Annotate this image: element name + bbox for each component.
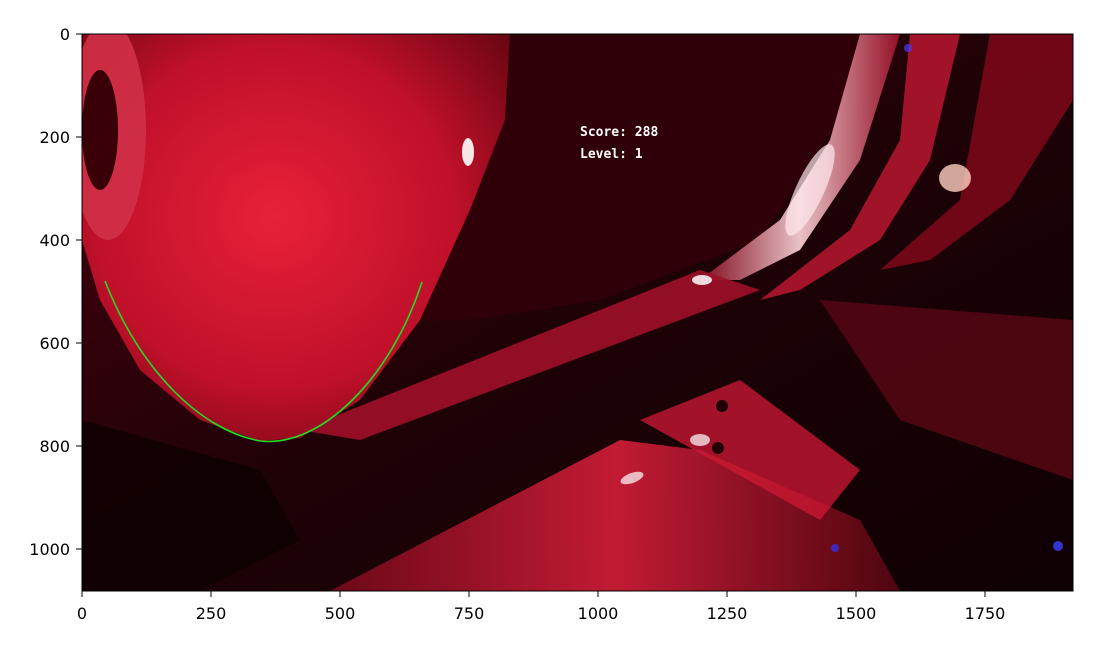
y-axis: 0 200 400 600 800 1000: [29, 25, 82, 559]
blue-light-2: [831, 544, 839, 552]
x-tick-label: 1750: [965, 604, 1006, 623]
level-display: Level: 1: [580, 147, 643, 162]
left-ring-hole: [82, 70, 118, 190]
screw-2: [712, 442, 724, 454]
x-tick-label: 1000: [578, 604, 619, 623]
y-tick-label: 0: [60, 25, 70, 44]
y-tick-label: 1000: [29, 540, 70, 559]
blue-light-1: [1053, 541, 1063, 551]
highlight-4: [939, 164, 971, 192]
highlight-5: [620, 471, 644, 485]
ribbon-3: [880, 34, 1073, 270]
game-scene: Score: 288 Level: 1: [82, 34, 1073, 591]
blue-light-3: [904, 44, 912, 52]
y-tick-label: 600: [39, 334, 70, 353]
y-tick-label: 200: [39, 128, 70, 147]
highlight-2: [785, 144, 835, 236]
y-tick-label: 800: [39, 437, 70, 456]
highlight-6: [690, 434, 710, 446]
diagonal-tube: [300, 270, 760, 440]
x-tick-label: 750: [454, 604, 485, 623]
x-axis: 0 250 500 750 1000 1250 1500 1750: [77, 591, 1005, 623]
lower-tube-2: [640, 380, 860, 520]
ribbon-2: [760, 34, 960, 300]
x-tick-label: 500: [325, 604, 356, 623]
x-tick-label: 250: [196, 604, 227, 623]
red-bowl-shape: [82, 34, 510, 441]
x-tick-label: 1250: [707, 604, 748, 623]
x-tick-label: 1500: [836, 604, 877, 623]
y-tick-label: 400: [39, 231, 70, 250]
highlight-1: [462, 138, 474, 166]
x-tick-label: 0: [77, 604, 87, 623]
axes-frame: [81, 33, 1074, 592]
green-curve: [104, 280, 423, 443]
ribbon-1: [700, 34, 900, 280]
screw-1: [716, 400, 728, 412]
score-display: Score: 288: [580, 125, 658, 140]
dark-panel-shape: [420, 34, 860, 320]
shadow-lower-left: [82, 420, 300, 591]
highlight-3: [692, 275, 712, 285]
right-machinery: [820, 300, 1073, 480]
